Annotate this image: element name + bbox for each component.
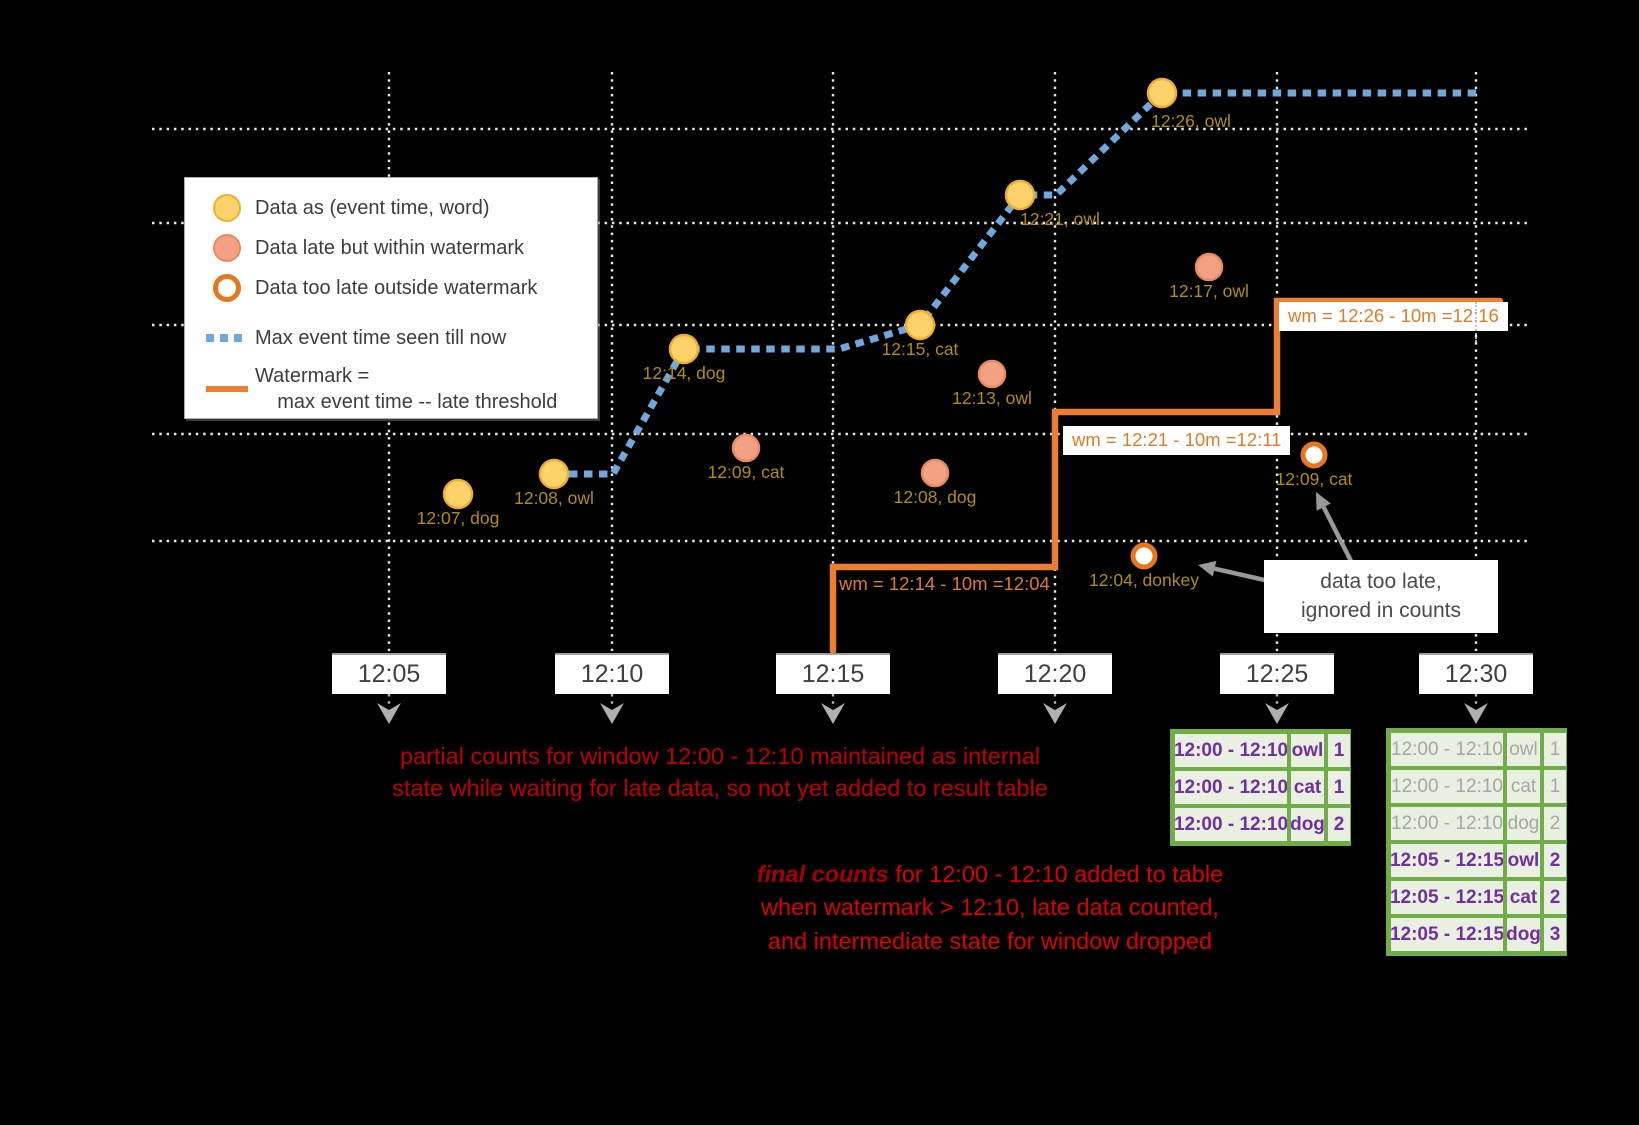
annotation-partial-counts: partial counts for window 12:00 - 12:10 … [392,743,1048,801]
legend-label: Data too late outside watermark [255,277,538,299]
data-point-late [977,359,1007,389]
legend: Data as (event time, word) Data late but… [184,177,598,419]
data-point-late [1194,252,1224,282]
late-point-icon [199,234,255,262]
legend-item-too-late: Data too late outside watermark [199,274,587,302]
legend-label: Data as (event time, word) [255,197,490,219]
watermark-line [829,297,1504,655]
legend-label: Data late but within watermark [255,237,525,259]
solid-line-icon [199,386,255,392]
axis-arrow-icon [1464,703,1488,724]
axis-arrow-icon [821,703,845,724]
data-point-on-time [904,309,936,341]
note-arrow-head [1316,492,1331,511]
data-point-on-time [668,333,700,365]
data-point-late [920,458,950,488]
legend-label: Max event time seen till now [255,327,507,349]
data-point-on-time [1004,179,1036,211]
axis-arrow-icon [1043,703,1067,724]
dashed-line-icon [199,334,255,342]
data-point-on-time [442,478,474,510]
final-counts-emphasis: final counts [756,861,889,887]
too-late-point-icon [199,274,255,302]
data-point-on-time [538,458,570,490]
legend-item-watermark: Watermark = max event time -- late thres… [199,363,587,415]
annotation-final-counts: final counts for 12:00 - 12:10 added to … [756,861,1224,954]
legend-item-late: Data late but within watermark [199,234,587,262]
max-event-time-line [554,89,1478,478]
data-point-on-time [1146,77,1178,109]
axis-arrow-icon [1265,703,1289,724]
data-point-too-late [1130,542,1158,570]
legend-item-max-event-time: Max event time seen till now [199,325,587,351]
too-late-note: data too late, ignored in counts [1264,560,1498,633]
note-arrow-head [1198,560,1217,577]
data-point-too-late [1300,441,1328,469]
legend-label: Watermark = max event time -- late thres… [255,365,558,413]
legend-item-on-time: Data as (event time, word) [199,194,587,222]
axis-arrow-icon [377,703,401,724]
on-time-point-icon [199,194,255,222]
data-point-late [731,433,761,463]
note-arrow-line [1321,506,1355,565]
axis-arrow-icon [600,703,624,724]
